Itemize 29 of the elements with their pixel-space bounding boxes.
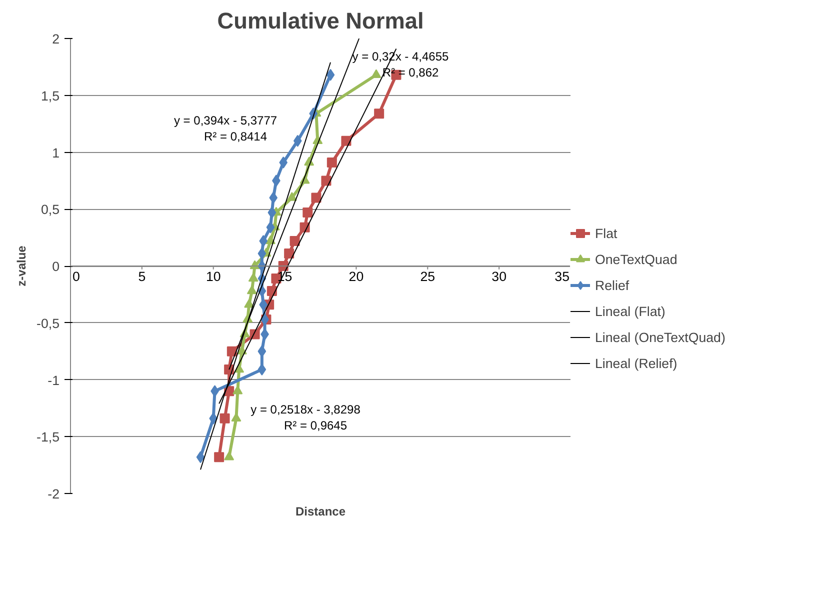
- y-tick-label: 2: [52, 32, 60, 46]
- y-axis-title: z-value: [14, 245, 29, 286]
- annotation: y = 0,394x - 5,3777: [174, 113, 278, 128]
- y-tick-label: -1: [48, 372, 60, 388]
- x-tick-label: 30: [492, 269, 506, 284]
- y-tick-label: 1,5: [40, 88, 60, 104]
- y-tick-label: -1,5: [36, 430, 60, 445]
- x-tick-label: 20: [348, 269, 364, 284]
- legend-label: Relief: [595, 278, 630, 292]
- y-tick-label: 0,5: [40, 202, 60, 218]
- x-tick-label: 25: [420, 269, 436, 284]
- legend-label: Lineal (Flat): [595, 304, 666, 318]
- x-axis-title: Distance: [295, 504, 346, 518]
- annotation: R² = 0,9645: [284, 418, 348, 432]
- x-tick-label: 0: [72, 269, 80, 284]
- y-tick-label: -2: [48, 486, 60, 502]
- legend-label: Flat: [595, 226, 618, 240]
- legend-label: Lineal (Relief): [595, 356, 678, 370]
- chart-title: Cumulative Normal: [217, 8, 424, 34]
- legend-label: OneTextQuad: [595, 252, 678, 266]
- x-tick-label: 5: [138, 269, 146, 284]
- y-tick-label: 1: [52, 145, 60, 160]
- annotation: R² = 0,8414: [204, 129, 268, 144]
- annotation: y = 0,2518x - 3,8298: [250, 402, 361, 416]
- legend-label: Lineal (OneTextQuad): [595, 330, 726, 344]
- x-tick-label: 10: [206, 269, 221, 284]
- y-tick-label: -0,5: [36, 316, 60, 331]
- y-tick-label: 0: [52, 259, 60, 274]
- x-tick-label: 35: [554, 269, 570, 284]
